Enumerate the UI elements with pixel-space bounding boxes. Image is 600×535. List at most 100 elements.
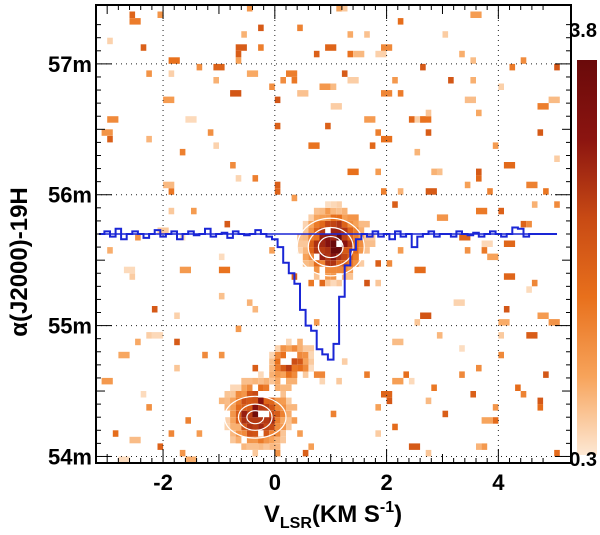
heat-cell: [397, 247, 404, 254]
heat-cell: [207, 129, 214, 136]
heat-cell: [453, 299, 465, 306]
heat-cell: [420, 116, 432, 123]
heat-cell: [554, 155, 560, 162]
heat-cell: [218, 351, 225, 359]
heat-cell: [414, 148, 421, 156]
heat-cell: [308, 279, 314, 287]
heat-cell: [269, 443, 281, 450]
x-tick-label: 4: [492, 470, 505, 495]
heat-cell: [291, 364, 298, 372]
heat-cell: [252, 391, 259, 398]
heat-cell: [436, 214, 449, 221]
heat-cell: [291, 417, 298, 424]
heat-cell: [235, 57, 242, 64]
heat-cell: [291, 358, 298, 365]
heat-cell: [330, 201, 337, 208]
heat-cell: [375, 279, 381, 287]
contour-ring: [223, 395, 287, 439]
heat-cell: [408, 443, 421, 450]
heat-cell: [302, 227, 309, 234]
heat-cell: [135, 234, 141, 241]
heat-cell: [341, 247, 348, 254]
heat-cell: [319, 260, 326, 267]
heat-cell: [470, 391, 476, 398]
heat-cell: [129, 273, 136, 280]
heat-cell: [280, 430, 286, 437]
heat-cell: [414, 266, 426, 274]
heat-cell: [459, 50, 465, 58]
heat-cell: [520, 391, 527, 398]
heat-cell: [269, 377, 275, 385]
heat-cell: [258, 384, 264, 391]
heat-cell: [313, 273, 320, 280]
heat-cell: [263, 397, 270, 405]
heat-cell: [414, 319, 421, 326]
heat-cell: [263, 384, 270, 391]
heat-cell: [252, 417, 264, 424]
heat-cell: [235, 391, 247, 398]
heat-cell: [157, 11, 164, 18]
heat-cell: [274, 430, 281, 437]
heat-cell: [353, 227, 359, 234]
heat-cell: [464, 247, 471, 254]
heat-cell: [269, 364, 275, 372]
heat-cell: [230, 90, 242, 97]
heat-cell: [274, 410, 281, 418]
heat-cell: [302, 449, 309, 457]
heat-cell: [364, 240, 376, 247]
heat-cell: [554, 449, 560, 457]
heat-cell: [381, 135, 393, 143]
heat-cell: [341, 227, 348, 234]
heat-cell: [252, 410, 259, 418]
heat-cell: [308, 227, 314, 234]
heat-cell: [297, 240, 309, 247]
heat-cell: [364, 247, 370, 254]
heat-cell: [520, 57, 527, 64]
heat-cell: [230, 417, 236, 424]
heat-cell: [163, 181, 175, 189]
heat-cell: [330, 207, 337, 215]
heat-cell: [218, 253, 225, 261]
heat-cell: [263, 443, 270, 450]
heat-cell: [341, 207, 348, 215]
heat-cell: [263, 377, 270, 385]
heat-cell: [336, 377, 342, 385]
heat-cell: [358, 247, 365, 254]
heat-cell: [230, 410, 236, 418]
heat-cell: [431, 384, 437, 391]
heat-cell: [386, 397, 393, 405]
heat-cell: [392, 423, 398, 431]
heat-cell: [146, 332, 152, 339]
heat-cell: [347, 77, 359, 84]
heat-cell: [476, 109, 482, 117]
heat-cell: [274, 358, 281, 365]
heat-cell: [118, 456, 130, 463]
heat-cell: [280, 345, 286, 352]
heat-cell: [179, 449, 186, 457]
heat-cell: [241, 417, 247, 424]
heat-cell: [341, 5, 348, 12]
heat-cell: [224, 391, 231, 398]
y-tick-labels: 54m 55m 56m 57m: [48, 52, 92, 470]
heat-cell: [347, 50, 354, 58]
heat-cell: [191, 207, 197, 215]
heat-cell: [274, 404, 281, 411]
heat-cell: [280, 410, 286, 418]
heat-cell: [246, 391, 253, 398]
heat-cell: [397, 18, 404, 25]
heat-cell: [503, 306, 510, 313]
heat-cell: [397, 188, 404, 195]
heat-cell: [531, 279, 538, 287]
heat-cell: [548, 319, 560, 326]
heat-cell: [196, 63, 203, 71]
contour-ring: [307, 226, 354, 268]
heat-cell: [280, 77, 286, 84]
heat-cell: [107, 135, 113, 143]
heat-cell: [230, 430, 236, 437]
heat-cell: [353, 260, 359, 267]
heat-cell: [274, 423, 281, 431]
heat-cell: [498, 351, 504, 359]
x-axis-title-units: (KM S: [312, 501, 380, 528]
heat-cell: [213, 77, 219, 84]
heat-cell: [403, 371, 409, 378]
